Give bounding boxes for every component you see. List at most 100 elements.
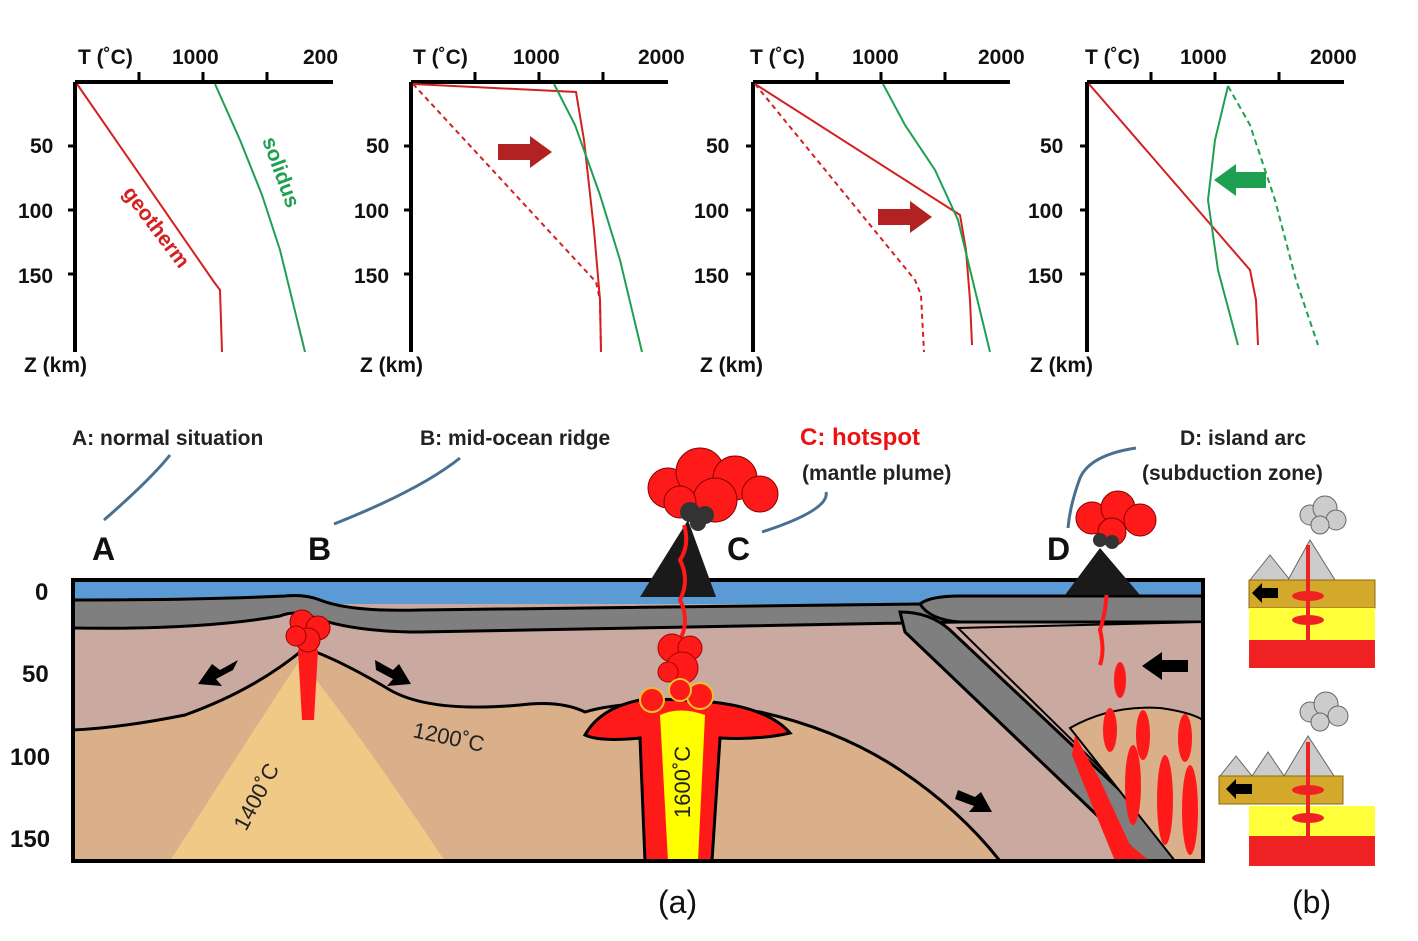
ridge-melt	[298, 645, 318, 720]
geotherm-normal-dashed	[412, 83, 602, 353]
depth-label-150: 150	[18, 265, 53, 288]
ash-cloud	[680, 502, 714, 531]
graph-d: T (˚C) 1000 2000 50 100 150 Z (km)	[1028, 46, 1357, 377]
depth-label-150: 150	[354, 265, 389, 288]
caption-b: (b)	[1292, 884, 1331, 920]
label-hotspot: C: hotspot	[800, 424, 920, 451]
section-depth-0: 0	[35, 579, 48, 606]
flow-arrow-icon	[198, 660, 238, 686]
label-mantle-plume: (mantle plume)	[802, 462, 951, 485]
cross-section-frame	[71, 578, 1205, 863]
leader-lines	[103, 446, 1137, 534]
letter-b: B	[308, 531, 331, 567]
tick-label-2000: 2000	[638, 46, 685, 69]
temperature-axis-label: T (˚C)	[78, 46, 133, 69]
isotherm-1600: 1600˚C	[670, 746, 695, 818]
panel-b-bottom	[1218, 691, 1375, 866]
geotherm-ridge-curve	[412, 83, 602, 353]
arc-volcano	[1065, 490, 1157, 595]
geotherm-normal-dashed	[754, 83, 925, 353]
volcano-cone	[640, 520, 716, 597]
tick-label-1000: 1000	[1180, 46, 1227, 69]
temperature-axis-label: T (˚C)	[750, 46, 805, 69]
geotherm-curve	[1088, 83, 1259, 346]
setting-labels: A: normal situation B: mid-ocean ridge C…	[72, 424, 1323, 567]
geotherm-hotspot-curve	[754, 83, 973, 346]
geotherm-label: geotherm	[118, 182, 194, 272]
tick-label-1000: 1000	[172, 46, 219, 69]
dry-solidus-dashed	[1227, 85, 1319, 346]
lithospheric-mantle	[73, 598, 1203, 861]
tick-label-2000: 200	[303, 46, 338, 69]
solidus-curve	[882, 83, 991, 353]
panel-b	[1218, 495, 1376, 866]
letter-a: A	[92, 531, 115, 567]
graph-c: T (˚C) 1000 2000 50 100 150 Z (km)	[694, 46, 1025, 377]
section-depth-150: 150	[10, 826, 50, 853]
depth-label-100: 100	[354, 200, 389, 223]
flow-arrow-icon	[955, 790, 992, 812]
cross-section: 1200˚C 1400˚C 1600˚C 0 50 100 150	[10, 447, 1205, 863]
depth-label-150: 150	[694, 265, 729, 288]
ridge-magma	[285, 609, 331, 653]
right-arrow-icon	[498, 136, 552, 168]
axis-ticks	[404, 72, 605, 276]
panel-b-top	[1248, 495, 1376, 668]
depth-label-150: 150	[1028, 265, 1063, 288]
section-depth-50: 50	[22, 661, 49, 688]
left-arrow-icon	[1252, 583, 1278, 603]
depth-label-50: 50	[366, 135, 389, 158]
hotspot-volcano	[639, 447, 779, 713]
arc-melt-pods	[1072, 662, 1198, 861]
eruption-cloud	[647, 447, 779, 523]
label-mid-ocean-ridge: B: mid-ocean ridge	[420, 427, 610, 450]
eruption-cloud	[1075, 490, 1157, 547]
axis-ticks	[746, 72, 947, 276]
graph-a: T (˚C) 1000 200 50 100 150 Z (km) geothe…	[18, 46, 338, 377]
subducting-slab	[898, 610, 1198, 861]
depth-axis-label: Z (km)	[1030, 354, 1093, 377]
tick-label-1000: 1000	[513, 46, 560, 69]
label-subduction-zone: (subduction zone)	[1142, 462, 1323, 485]
tick-label-2000: 2000	[1310, 46, 1357, 69]
letter-d: D	[1047, 531, 1070, 567]
wet-solidus-curve	[1206, 85, 1239, 346]
tick-label-2000: 2000	[978, 46, 1025, 69]
volcano-conduit	[677, 524, 689, 641]
left-arrow-icon	[1226, 779, 1252, 799]
depth-axis-label: Z (km)	[700, 354, 763, 377]
solidus-curve	[214, 83, 306, 353]
flow-arrows	[198, 652, 1188, 812]
depth-label-100: 100	[694, 200, 729, 223]
letter-c: C	[727, 531, 750, 567]
left-arrow-icon	[1214, 164, 1266, 196]
depth-axis-label: Z (km)	[360, 354, 423, 377]
graph-b: T (˚C) 1000 2000 50 100 150 Z (km)	[354, 46, 685, 377]
label-island-arc: D: island arc	[1180, 427, 1306, 450]
solidus-curve	[553, 83, 643, 353]
section-depth-100: 100	[10, 744, 50, 771]
depth-label-50: 50	[706, 135, 729, 158]
mantle-plume-core	[660, 710, 705, 861]
axis-ticks	[1080, 72, 1281, 276]
axis-ticks	[68, 72, 269, 276]
right-arrow-icon	[878, 201, 932, 233]
flow-arrow-icon	[375, 660, 411, 686]
depth-label-50: 50	[1040, 135, 1063, 158]
label-normal-situation: A: normal situation	[72, 427, 263, 450]
depth-label-100: 100	[18, 200, 53, 223]
hot-mantle-1400	[170, 660, 445, 861]
plume-blobs	[639, 633, 714, 713]
depth-label-50: 50	[30, 135, 53, 158]
tick-label-1000: 1000	[852, 46, 899, 69]
depth-label-100: 100	[1028, 200, 1063, 223]
volcano-cone	[1065, 548, 1140, 595]
caption-a: (a)	[658, 884, 697, 920]
temperature-axis-label: T (˚C)	[413, 46, 468, 69]
depth-axis-label: Z (km)	[24, 354, 87, 377]
overriding-plate	[918, 594, 1203, 624]
left-arrow-icon	[1142, 652, 1188, 680]
temperature-axis-label: T (˚C)	[1085, 46, 1140, 69]
geotherm-curve	[76, 83, 223, 353]
